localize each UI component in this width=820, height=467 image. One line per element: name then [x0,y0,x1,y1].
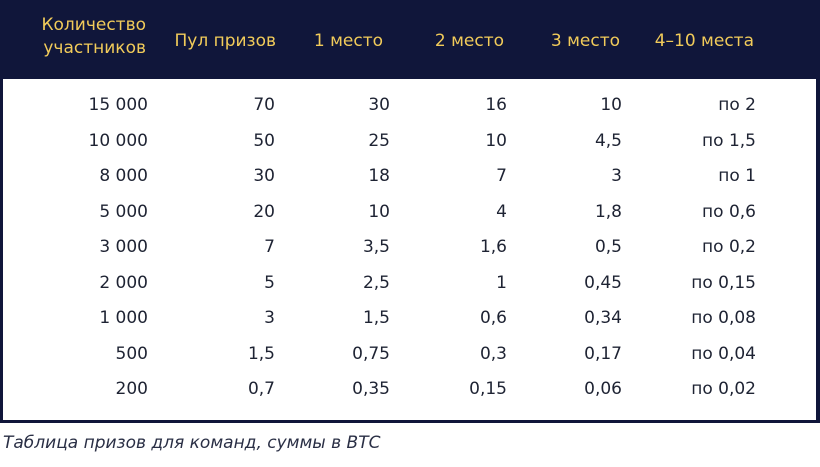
cell-2nd: 1,6 [479,237,507,257]
cell-3rd: 0,34 [584,308,622,328]
cell-prize-pool: 5 [264,273,275,293]
header-participants: Количество участников [41,14,146,60]
cell-3rd: 3 [611,166,622,186]
cell-participants: 3 000 [99,237,148,257]
table-row: 5 000 20 10 4 1,8 по 0,6 [3,195,816,230]
cell-2nd: 16 [485,95,507,115]
cell-4-10: по 0,08 [691,308,756,328]
cell-2nd: 0,3 [479,344,507,364]
header-2nd-place: 2 место [434,31,504,51]
cell-3rd: 0,45 [584,273,622,293]
cell-4-10: по 1 [718,166,756,186]
table-row: 15 000 70 30 16 10 по 2 [3,88,816,123]
cell-4-10: по 1,5 [702,131,756,151]
cell-4-10: по 0,04 [691,344,756,364]
cell-participants: 200 [115,379,148,399]
cell-4-10: по 0,6 [702,202,756,222]
cell-participants: 5 000 [99,202,148,222]
cell-2nd: 7 [496,166,507,186]
table-body: 15 000 70 30 16 10 по 2 10 000 50 25 10 … [3,79,816,420]
header-4-10-places: 4–10 места [654,31,754,51]
cell-3rd: 0,5 [594,237,622,257]
header-1st-place: 1 место [313,31,383,51]
table-row: 500 1,5 0,75 0,3 0,17 по 0,04 [3,337,816,372]
cell-prize-pool: 3 [264,308,275,328]
cell-participants: 1 000 [99,308,148,328]
cell-prize-pool: 20 [253,202,275,222]
cell-2nd: 0,6 [479,308,507,328]
table-row: 10 000 50 25 10 4,5 по 1,5 [3,124,816,159]
cell-3rd: 0,06 [584,379,622,399]
table-caption: Таблица призов для команд, суммы в BTC [3,433,381,453]
cell-participants: 8 000 [99,166,148,186]
cell-3rd: 1,8 [594,202,622,222]
cell-1st: 3,5 [362,237,390,257]
cell-participants: 15 000 [88,95,148,115]
table-row: 200 0,7 0,35 0,15 0,06 по 0,02 [3,372,816,407]
table-row: 3 000 7 3,5 1,6 0,5 по 0,2 [3,230,816,265]
cell-1st: 18 [368,166,390,186]
cell-participants: 500 [115,344,148,364]
cell-prize-pool: 50 [253,131,275,151]
cell-prize-pool: 70 [253,95,275,115]
cell-1st: 25 [368,131,390,151]
cell-prize-pool: 1,5 [247,344,275,364]
header-prize-pool: Пул призов [174,31,276,51]
cell-1st: 10 [368,202,390,222]
cell-prize-pool: 7 [264,237,275,257]
cell-3rd: 10 [600,95,622,115]
cell-prize-pool: 30 [253,166,275,186]
table-row: 8 000 30 18 7 3 по 1 [3,159,816,194]
cell-1st: 0,75 [352,344,390,364]
table-header: Количество участников Пул призов 1 место… [0,0,820,79]
cell-prize-pool: 0,7 [247,379,275,399]
cell-1st: 2,5 [362,273,390,293]
cell-participants: 2 000 [99,273,148,293]
table-row: 2 000 5 2,5 1 0,45 по 0,15 [3,266,816,301]
cell-3rd: 4,5 [594,131,622,151]
cell-1st: 0,35 [352,379,390,399]
cell-participants: 10 000 [88,131,148,151]
cell-2nd: 10 [485,131,507,151]
header-3rd-place: 3 место [550,31,620,51]
table-row: 1 000 3 1,5 0,6 0,34 по 0,08 [3,301,816,336]
cell-2nd: 0,15 [469,379,507,399]
header-participants-line2: участников [43,38,146,58]
cell-1st: 1,5 [362,308,390,328]
cell-4-10: по 2 [718,95,756,115]
prize-table: Количество участников Пул призов 1 место… [0,0,820,423]
cell-3rd: 0,17 [584,344,622,364]
cell-4-10: по 0,15 [691,273,756,293]
cell-1st: 30 [368,95,390,115]
cell-4-10: по 0,02 [691,379,756,399]
header-participants-line1: Количество [41,15,146,35]
cell-2nd: 4 [496,202,507,222]
cell-4-10: по 0,2 [702,237,756,257]
cell-2nd: 1 [496,273,507,293]
